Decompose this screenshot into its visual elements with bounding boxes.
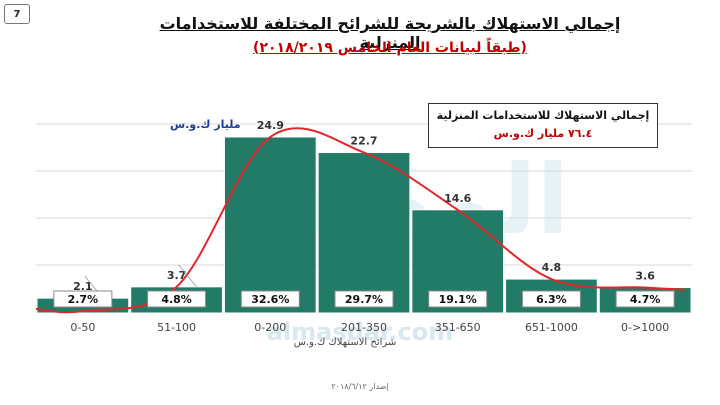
share-box-351-650 [428, 290, 488, 308]
share-labels: 2.7% 4.8% 32.6% 29.7% 19.1% 6.3% 4.7% [53, 290, 675, 308]
value-label-651-1000: 4.8 [542, 261, 562, 274]
share-box-0-50 [53, 290, 113, 308]
x-tick-labels: 0-50 51-100 0-200 201-350 351-650 651-1000 0->… [70, 321, 669, 334]
x-tick-0-200: 0-200 [254, 321, 286, 334]
page-number-badge: 7 [4, 4, 30, 24]
share-label-351-650: 19.1% [439, 293, 477, 306]
x-tick-201-350: 201-350 [341, 321, 387, 334]
chart-title: إجمالي الاستهلاك بالشريحة للشرائح المختل… [159, 14, 621, 52]
value-label-0-200: 24.9 [257, 119, 284, 132]
bar-0-200 [223, 136, 317, 314]
x-axis-title: شرائح الاستهلاك ك.و.س [293, 337, 397, 348]
trend-line [35, 127, 687, 314]
value-label-51-100: 3.7 [167, 269, 187, 282]
chart-subtitle: (طبقاً لبيانات العام الخامس ٢٠١٨/٢٠١٩) [253, 40, 527, 56]
x-tick-0-50: 0-50 [70, 321, 95, 334]
leader-line-51-100 [178, 264, 197, 288]
share-box-0->1000 [615, 290, 675, 308]
value-label-201-350: 22.7 [350, 135, 377, 148]
share-label-0->1000: 4.7% [630, 293, 661, 306]
value-label-0->1000: 3.6 [635, 270, 655, 283]
share-box-0-200 [240, 290, 300, 308]
share-box-651-1000 [521, 290, 581, 308]
share-box-201-350 [334, 290, 394, 308]
unit-label: مليار ك.و.س [170, 118, 241, 131]
share-label-0-200: 32.6% [251, 293, 289, 306]
x-tick-351-650: 351-650 [435, 321, 481, 334]
x-tick-651-1000: 651-1000 [525, 321, 578, 334]
total-box-title: إجمالي الاستهلاك للاستخدامات المنزلية [436, 109, 650, 122]
total-consumption-box: إجمالي الاستهلاك للاستخدامات المنزلية ٧٦… [428, 103, 658, 148]
share-label-51-100: 4.8% [161, 293, 192, 306]
value-label-0-50: 2.1 [73, 280, 93, 293]
total-box-value: ٧٦.٤ مليار ك.و.س [493, 127, 593, 140]
footer-release-date: إصدار ٢٠١٨/٦/١٢ [331, 382, 389, 391]
share-label-0-50: 2.7% [68, 293, 99, 306]
trend-line-group [35, 127, 687, 314]
value-labels: 2.1 3.7 24.9 22.7 14.6 4.8 3.6 [73, 119, 655, 299]
value-label-351-650: 14.6 [444, 192, 471, 205]
bar-201-350 [317, 152, 411, 314]
x-tick-0->1000: 0->1000 [621, 321, 669, 334]
share-box-51-100 [147, 290, 207, 308]
share-label-651-1000: 6.3% [536, 293, 567, 306]
share-label-201-350: 29.7% [345, 293, 383, 306]
x-tick-51-100: 51-100 [157, 321, 196, 334]
watermark-url: almasdar.com [266, 318, 454, 346]
